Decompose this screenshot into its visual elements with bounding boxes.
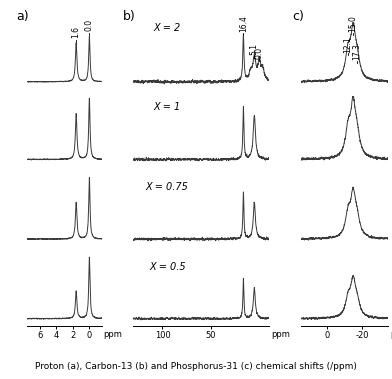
Text: X = 0.5: X = 0.5 [149,262,186,271]
Text: 1.6: 1.6 [72,26,81,38]
Text: 0.0: 0.0 [85,19,94,31]
Text: ppm: ppm [104,330,123,339]
Text: ppm: ppm [271,330,290,339]
Text: 16.4: 16.4 [239,16,248,32]
Text: 12.1: 12.1 [343,36,352,53]
Text: Proton (a), Carbon-13 (b) and Phosphorus-31 (c) chemical shifts (/ppm): Proton (a), Carbon-13 (b) and Phosphorus… [35,362,357,371]
Text: X = 2: X = 2 [154,23,181,33]
Text: c): c) [292,10,304,23]
Text: X = 1: X = 1 [154,102,181,112]
Text: 5.1: 5.1 [250,43,259,55]
Text: 15.0: 15.0 [348,16,358,32]
Text: 0.0: 0.0 [255,47,264,59]
Text: ppm: ppm [390,330,392,339]
Text: b): b) [123,10,135,23]
Text: X = 0.75: X = 0.75 [146,182,189,192]
Text: 17.3: 17.3 [353,44,362,60]
Text: a): a) [16,10,29,23]
